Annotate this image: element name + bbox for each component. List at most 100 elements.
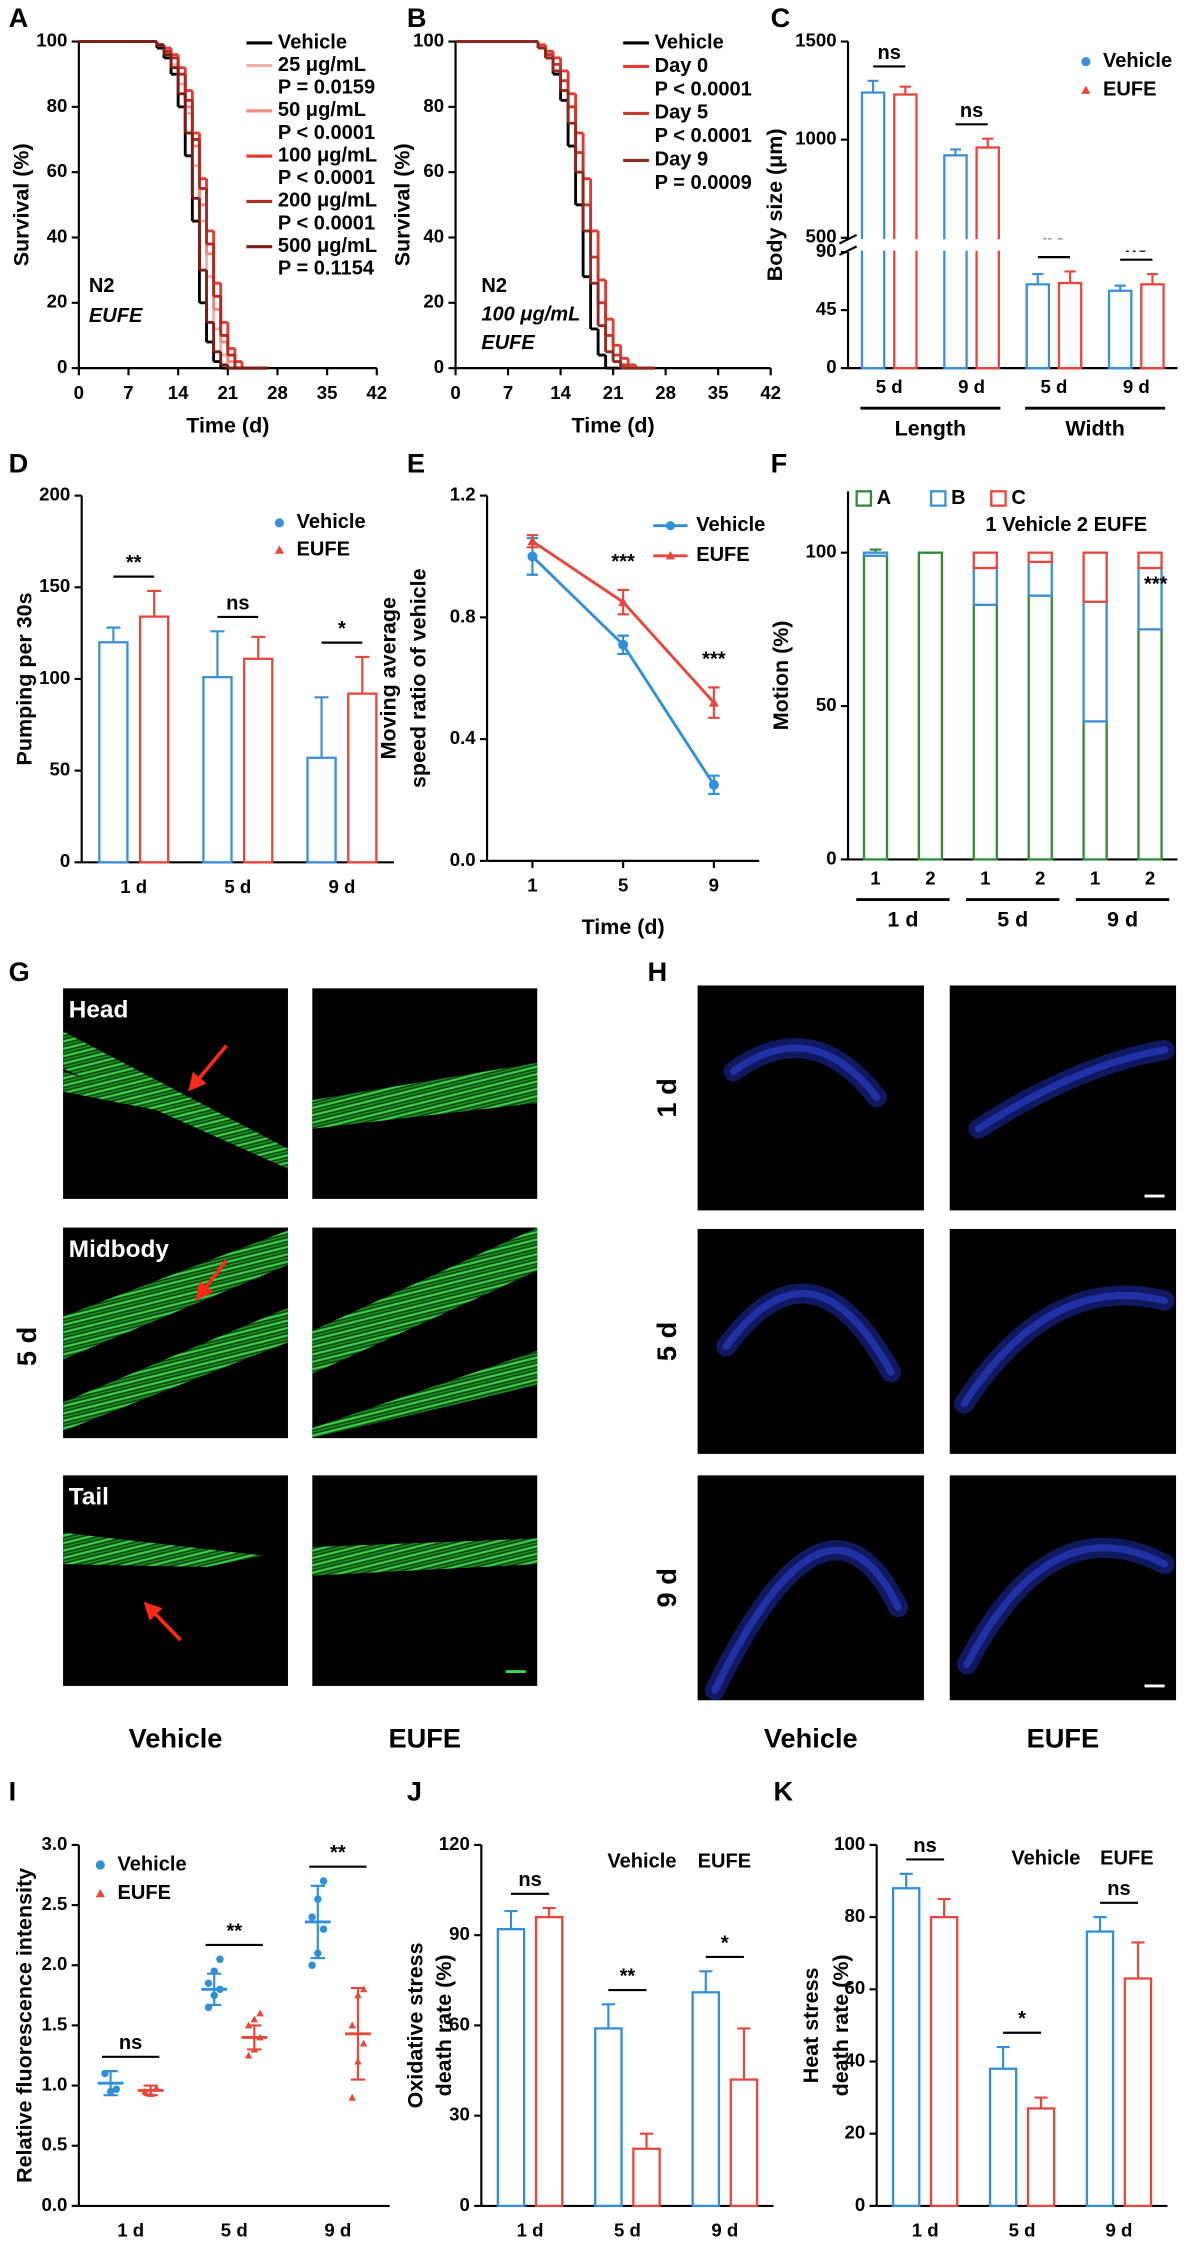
- axis-break-mark: [838, 233, 858, 256]
- micrograph: [949, 1475, 1177, 1701]
- y-tick-label: 0.4: [450, 727, 477, 748]
- bar: [534, 1915, 564, 2208]
- legend-label: Vehicle: [655, 31, 724, 53]
- panel-letter: J: [407, 1776, 422, 1807]
- significance: ns: [913, 1835, 936, 1857]
- x-tick-label: 2: [925, 867, 935, 888]
- marker: [250, 2015, 259, 2023]
- legend-label: Vehicle: [1011, 1848, 1080, 1870]
- y-tick-label: 45: [816, 298, 837, 319]
- bar: [1082, 551, 1108, 603]
- marker: [618, 597, 629, 607]
- marker: [308, 1961, 316, 1969]
- arrow: [188, 1044, 228, 1092]
- legend-label: Day 9: [655, 149, 709, 171]
- p-value: P = 0.0009: [655, 172, 752, 194]
- muscle-fiber: [312, 1062, 538, 1129]
- y-axis-label: death rate (%): [432, 1954, 456, 2096]
- marker: [348, 2021, 356, 2029]
- bar: [243, 657, 274, 864]
- error-bar: [350, 1987, 366, 2081]
- bar: [1123, 1977, 1153, 2208]
- marker: [527, 536, 538, 546]
- micrograph: [312, 988, 538, 1199]
- error-bar: [1093, 1916, 1107, 1932]
- error-bar: [355, 655, 370, 694]
- error-bar: [1032, 272, 1044, 285]
- bar: [975, 146, 1000, 370]
- y-tick-label: 2.0: [42, 1953, 68, 1974]
- micrograph-background: [697, 985, 924, 1211]
- x-tick-label: 9 d: [324, 2220, 351, 2241]
- row-label: Head: [69, 997, 129, 1024]
- micrograph-background: [949, 985, 1177, 1211]
- bar: [1025, 283, 1051, 370]
- p-value: P = 0.0159: [278, 77, 375, 99]
- error-bar: [982, 137, 994, 148]
- y-axis-label: Heat stress: [799, 1967, 823, 2083]
- y-tick-label: 1000: [795, 128, 836, 149]
- legend-label: EUFE: [1103, 79, 1156, 101]
- bar: [1027, 560, 1053, 597]
- error-bar: [143, 2084, 158, 2097]
- error-bar: [1114, 284, 1126, 291]
- error-bar: [504, 1910, 518, 1930]
- axis-break: [836, 239, 1178, 251]
- x-tick-label: 9 d: [328, 876, 355, 897]
- bar: [972, 551, 998, 570]
- marker: [244, 2051, 253, 2059]
- x-tick-label: 9 d: [1123, 376, 1150, 397]
- y-axis-label: death rate (%): [829, 1954, 853, 2096]
- group-label: Width: [1065, 416, 1124, 440]
- y-tick-label: 20: [423, 291, 444, 312]
- y-tick-label: 100: [834, 1833, 865, 1854]
- worm: [974, 1046, 1169, 1133]
- legend-label: EUFE: [698, 1850, 751, 1872]
- significance: *: [1018, 2008, 1026, 2030]
- significance: *: [338, 618, 346, 640]
- error-bar: [247, 2024, 262, 2051]
- bar: [98, 641, 129, 864]
- annotation: EUFE: [481, 332, 535, 354]
- p-value: P < 0.0001: [655, 125, 752, 147]
- marker: [1081, 57, 1091, 67]
- legend-label: C: [1011, 487, 1025, 509]
- error-bar: [310, 1884, 325, 1960]
- micrograph: [63, 988, 288, 1199]
- row-label: 9 d: [651, 1568, 682, 1607]
- bar: [862, 554, 889, 861]
- annotation: 100 μg/mL: [481, 303, 580, 325]
- y-tick-label: 40: [47, 225, 68, 246]
- y-tick-label: 200: [39, 484, 70, 505]
- y-axis-label: speed ratio of vehicle: [406, 568, 430, 788]
- muscle-fiber: [63, 1031, 288, 1169]
- panel-letter: I: [9, 1776, 17, 1807]
- marker: [216, 1955, 224, 1963]
- arrow: [143, 1601, 182, 1642]
- y-tick-label: 0.5: [42, 2134, 68, 2155]
- row-label: Midbody: [69, 1236, 170, 1263]
- panel-letter: K: [774, 1776, 794, 1807]
- x-tick-label: 21: [603, 382, 624, 403]
- column-label: EUFE: [1027, 1723, 1100, 1754]
- legend-label: Vehicle: [696, 514, 765, 536]
- legend-label: Day 5: [655, 102, 709, 124]
- legend-label: 25 μg/mL: [278, 54, 366, 76]
- error-bar: [1064, 270, 1076, 284]
- y-tick-label: 3.0: [42, 1833, 68, 1854]
- y-tick-label: 0: [826, 356, 836, 377]
- x-tick-label: 21: [217, 382, 238, 403]
- side-label: 5 d: [11, 1327, 42, 1366]
- x-tick-label: 1 d: [117, 2220, 144, 2241]
- worm: [960, 1291, 1169, 1408]
- marker: [618, 639, 629, 650]
- annotation: EUFE: [89, 305, 143, 327]
- micrograph-background: [63, 1475, 288, 1686]
- legend-label: Vehicle: [297, 511, 366, 533]
- significance: ***: [1144, 573, 1168, 595]
- x-axis-label: Time (d): [582, 915, 665, 939]
- x-tick-label: 9 d: [958, 376, 985, 397]
- error-bar: [867, 79, 879, 93]
- x-tick-label: 5 d: [1040, 376, 1067, 397]
- bar: [306, 756, 337, 864]
